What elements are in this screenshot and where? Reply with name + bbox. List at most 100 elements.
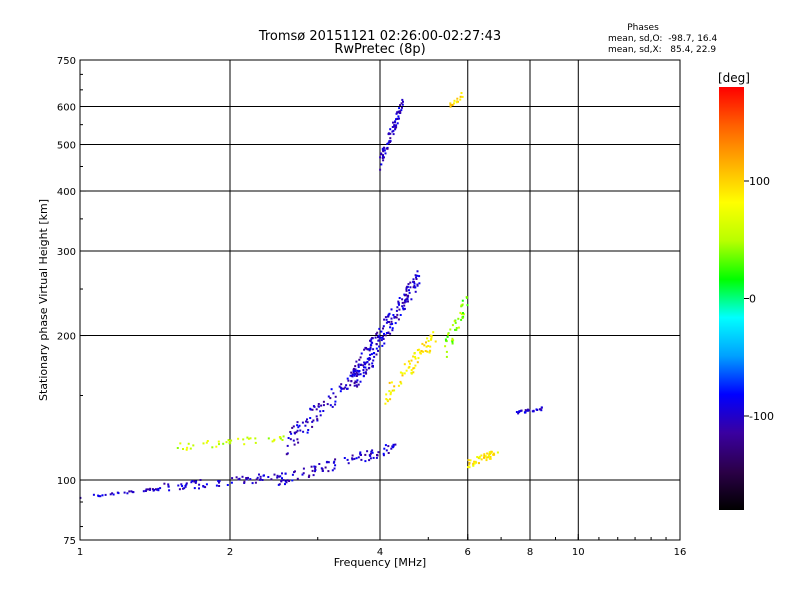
data-point (296, 477, 299, 480)
y-tick-label: 100 (57, 476, 76, 487)
data-point (380, 152, 382, 155)
data-point (117, 492, 120, 495)
data-point (235, 476, 238, 479)
data-point (259, 478, 261, 481)
data-point (430, 338, 433, 341)
data-point (385, 332, 388, 334)
data-point (344, 386, 347, 389)
data-point (346, 377, 349, 380)
x-tick-label: 16 (674, 547, 687, 558)
data-point (340, 387, 343, 390)
data-point (399, 110, 402, 113)
data-point (343, 457, 346, 459)
data-point (414, 286, 417, 289)
colorbar-tick-label: 100 (749, 175, 770, 188)
data-point (155, 488, 158, 491)
data-point (357, 364, 360, 366)
data-point (398, 297, 401, 299)
data-point (369, 347, 372, 350)
data-point (483, 454, 486, 457)
data-point (130, 490, 133, 493)
data-point (349, 374, 352, 377)
data-point (355, 457, 358, 460)
data-point (243, 482, 246, 484)
data-point (355, 371, 358, 374)
data-point (389, 398, 392, 401)
data-point (468, 466, 471, 469)
x-tick-label: 6 (465, 547, 471, 558)
data-point (416, 283, 419, 286)
data-point (455, 101, 458, 104)
data-point (285, 481, 288, 484)
data-point (322, 410, 325, 412)
colorbar-tick-label: -100 (749, 410, 774, 423)
data-point (449, 328, 452, 331)
data-point (449, 103, 452, 106)
data-point (359, 452, 362, 455)
data-point (386, 142, 389, 145)
data-point (526, 409, 529, 412)
data-point (177, 484, 180, 487)
chart-title: Tromsø 20151121 02:26:00-02:27:43 (258, 29, 501, 44)
data-point (281, 439, 284, 441)
data-point (377, 334, 380, 337)
data-point (528, 409, 531, 412)
data-point (163, 482, 166, 485)
data-point (289, 431, 292, 433)
data-point (281, 477, 283, 480)
data-point (468, 462, 471, 464)
data-point (178, 488, 181, 491)
data-point (187, 442, 190, 445)
data-point (453, 102, 455, 105)
data-point (332, 392, 335, 395)
data-point (370, 341, 373, 344)
data-point (457, 326, 460, 329)
data-point (366, 360, 369, 363)
data-point (370, 338, 373, 341)
data-point (486, 452, 489, 455)
data-point (230, 481, 233, 484)
data-point (243, 480, 246, 483)
data-point (313, 405, 316, 408)
data-point (211, 446, 214, 449)
data-point (123, 491, 126, 494)
data-point (254, 481, 257, 484)
data-point (168, 489, 171, 492)
data-point (270, 478, 273, 481)
data-point (364, 362, 367, 365)
data-point (184, 485, 187, 488)
data-point (390, 447, 393, 450)
data-point (306, 418, 308, 421)
data-point (460, 313, 463, 316)
x-tick-label: 2 (227, 547, 233, 558)
data-point (405, 289, 408, 292)
data-point (359, 380, 362, 383)
data-point (524, 411, 526, 414)
y-axis-label: Stationary phase Virtual Height [km] (37, 199, 50, 401)
data-point (517, 412, 520, 415)
data-point (412, 367, 415, 370)
data-point (389, 137, 392, 140)
data-point (373, 355, 376, 358)
data-point (347, 379, 350, 382)
data-point (429, 349, 432, 352)
data-point (452, 339, 455, 342)
data-point (461, 299, 464, 302)
data-point (389, 332, 392, 335)
data-point (327, 470, 330, 473)
data-point (388, 381, 391, 384)
data-point (393, 389, 396, 392)
data-point (418, 282, 421, 285)
data-point (332, 461, 335, 464)
data-point (390, 320, 393, 323)
data-point (376, 454, 379, 457)
data-point (451, 340, 454, 343)
data-point (388, 390, 391, 393)
data-point (382, 338, 385, 340)
data-point (326, 403, 329, 406)
data-point (313, 465, 316, 468)
data-point (401, 98, 404, 101)
data-point (371, 449, 374, 452)
data-point (403, 363, 406, 366)
